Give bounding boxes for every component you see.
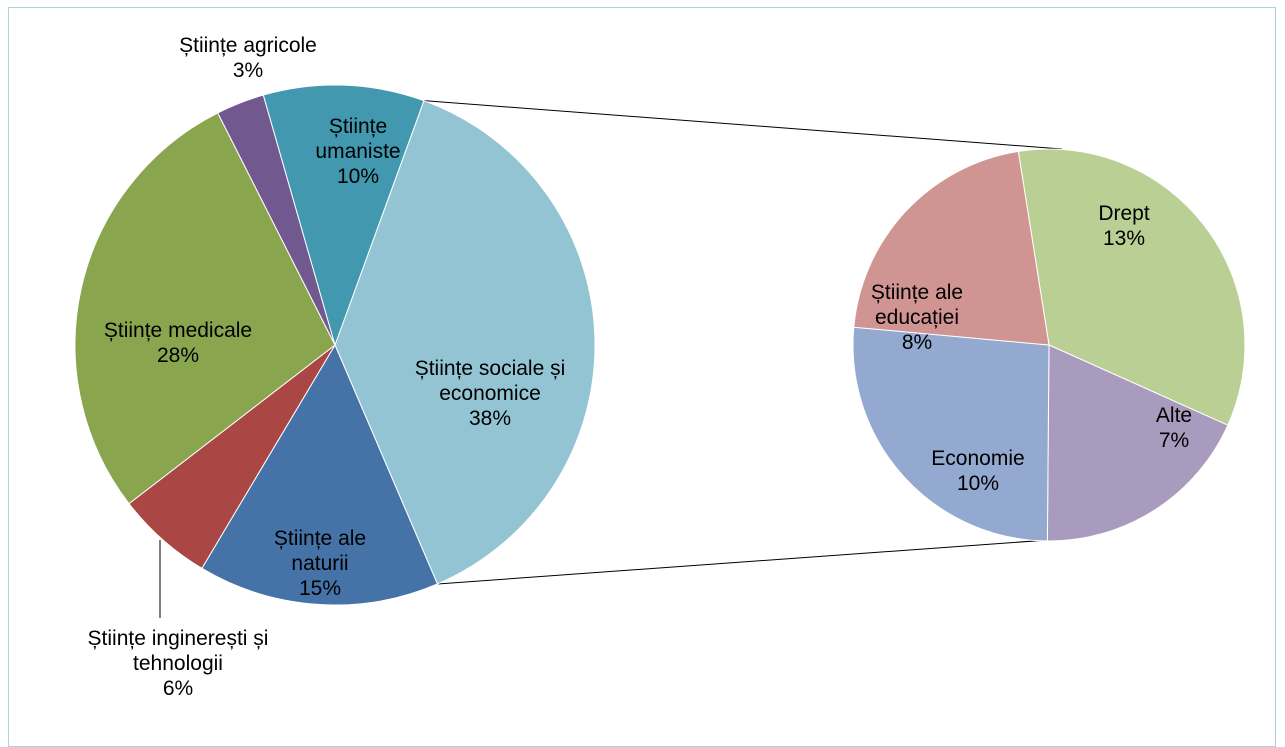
connector-line-top <box>423 100 1063 150</box>
secondary-stiinte-ale-educatiei-data-label: Științe ale educației 8% <box>871 281 963 354</box>
main-slice-stiinte-medicale <box>74 112 336 505</box>
secondary-slice-economie <box>852 326 1050 542</box>
main-slice-stiinte-umaniste <box>262 84 425 347</box>
main-stiinte-ale-naturii-data-label: Științe ale naturii 15% <box>274 527 366 600</box>
main-stiinte-ingineresti-si-tehnologii-data-label: Științe inginerești și tehnologii 6% <box>88 627 269 700</box>
secondary-drept-data-label: Drept 13% <box>1098 202 1150 250</box>
main-stiinte-agricole-data-label: Științe agricole 3% <box>179 34 317 82</box>
main-stiinte-sociale-si-economice-data-label: Științe sociale și economice 38% <box>415 357 566 430</box>
main-stiinte-umaniste-data-label: Științe umaniste 10% <box>315 115 400 188</box>
main-slice-stiinte-sociale-si-economice <box>334 100 596 585</box>
main-slice-stiinte-ale-naturii <box>201 343 439 606</box>
main-stiinte-medicale-data-label: Științe medicale 28% <box>104 319 252 367</box>
secondary-slice-alte <box>1046 344 1229 542</box>
secondary-economie-data-label: Economie 10% <box>931 447 1024 495</box>
connector-line-bottom <box>437 538 1063 585</box>
secondary-slice-stiinte-ale-educatiei <box>853 150 1050 346</box>
pie-of-pie-chart: Științe sociale și economice 38% Științe al… <box>74 34 1246 700</box>
secondary-alte-data-label: Alte 7% <box>1156 404 1192 452</box>
